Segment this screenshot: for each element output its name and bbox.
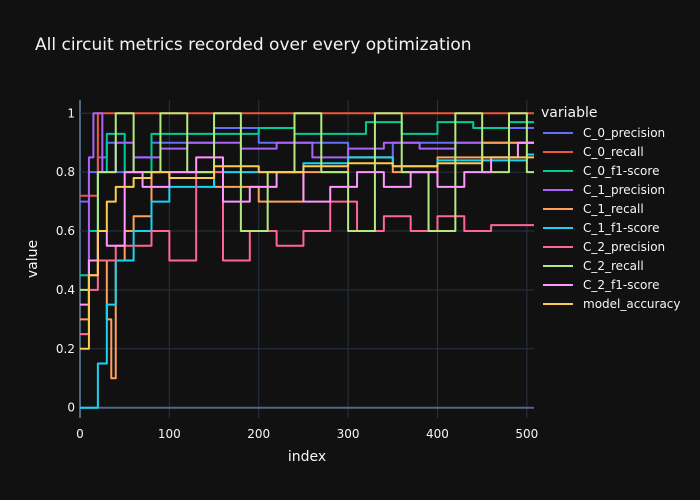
x-tick-label: 100 (158, 427, 181, 441)
legend: variable C_0_precision C_0_recall C_0_f1-s… (541, 105, 681, 311)
series-lines (80, 112, 534, 409)
y-tick-label: 0.4 (56, 283, 75, 297)
legend-label: C_2_f1-score (583, 278, 659, 292)
y-tick-label: 1 (67, 106, 75, 120)
legend-label: C_1_precision (583, 183, 665, 197)
legend-label: C_0_precision (583, 126, 665, 140)
legend-title: variable (541, 105, 597, 121)
legend-label: C_2_precision (583, 240, 665, 254)
legend-label: C_0_recall (583, 145, 644, 159)
x-tick-label: 300 (337, 427, 360, 441)
y-tick-label: 0.2 (56, 342, 75, 356)
y-axis-title: value (25, 240, 41, 278)
x-axis-title: index (288, 449, 326, 465)
series-line-model_accuracy (80, 156, 534, 350)
y-tick-label: 0.8 (56, 165, 75, 179)
plot-area: 0 100 200 300 400 500 0 0.2 0.4 0.6 0.8 1 (56, 100, 538, 441)
legend-label: C_0_f1-score (583, 164, 659, 178)
legend-label: C_1_f1-score (583, 221, 659, 235)
series-line-C_2_f1-score (80, 141, 534, 306)
x-tick-label: 0 (76, 427, 84, 441)
y-tick-label: 0 (67, 401, 75, 415)
legend-label: C_2_recall (583, 259, 644, 273)
legend-label: model_accuracy (583, 297, 681, 311)
x-tick-label: 200 (247, 427, 270, 441)
legend-label: C_1_recall (583, 202, 644, 216)
series-line-C_2_recall (80, 112, 534, 291)
y-tick-label: 0.6 (56, 224, 75, 238)
chart-title: All circuit metrics recorded over every … (35, 35, 472, 55)
x-tick-label: 500 (515, 427, 538, 441)
x-tick-label: 400 (426, 427, 449, 441)
